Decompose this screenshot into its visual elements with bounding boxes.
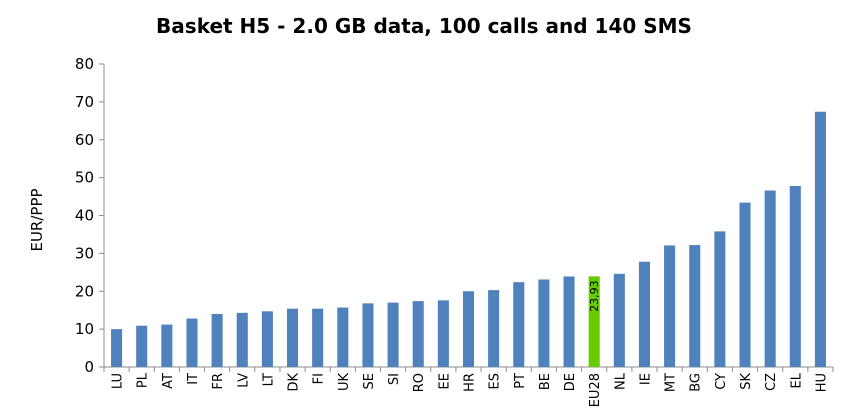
- y-tick-label: 10: [75, 320, 94, 338]
- x-tick-label: SK: [739, 373, 754, 390]
- x-tick-label: UK: [337, 373, 352, 392]
- x-tick-label: AT: [161, 373, 176, 389]
- bar-ro: [412, 301, 424, 367]
- x-tick-label: CY: [714, 373, 729, 390]
- x-tick-label: SI: [387, 373, 402, 385]
- bar-eu28: [588, 276, 600, 367]
- x-tick-label: DK: [287, 373, 302, 392]
- x-tick-label: HU: [814, 373, 829, 392]
- bar-fr: [211, 313, 223, 367]
- x-tick-label: CZ: [764, 373, 779, 391]
- y-axis-label: EUR/PPP: [28, 188, 46, 251]
- bar-es: [488, 290, 500, 367]
- x-tick-label: IT: [186, 373, 201, 385]
- y-tick-label: 20: [75, 282, 94, 300]
- bar-be: [538, 279, 550, 367]
- bar-at: [161, 324, 173, 367]
- x-tick-label: SE: [362, 373, 377, 389]
- bar-lt: [261, 311, 273, 367]
- bar-hr: [462, 291, 475, 367]
- x-tick-label: EE: [437, 373, 452, 389]
- x-tick-label: LT: [261, 373, 276, 386]
- x-tick-label: PL: [136, 372, 151, 388]
- x-tick-label: EL: [789, 372, 804, 388]
- bar-hu: [814, 111, 826, 367]
- x-tick-label: BG: [689, 373, 704, 392]
- y-tick-label: 40: [75, 207, 94, 225]
- x-tick-label: HR: [463, 373, 478, 392]
- bar-sk: [739, 202, 751, 367]
- x-tick-label: RO: [412, 373, 427, 392]
- bar-mt: [664, 245, 676, 367]
- x-tick-label: EU28: [588, 373, 603, 407]
- y-tick-label: 0: [84, 358, 94, 376]
- y-tick-label: 50: [75, 169, 94, 187]
- data-label: 23,93: [588, 280, 601, 312]
- x-tick-label: BE: [538, 373, 553, 390]
- x-tick-label: ES: [488, 373, 503, 389]
- y-tick-label: 30: [75, 244, 94, 262]
- y-tick-label: 70: [75, 93, 94, 111]
- bar-se: [362, 303, 374, 367]
- x-tick-label: MT: [664, 373, 679, 392]
- chart-title: Basket H5 - 2.0 GB data, 100 calls and 1…: [156, 14, 692, 38]
- bar-lu: [111, 329, 123, 367]
- x-tick-labels: LU PL AT IT FR LV LT DK FI UK SE SI RO EE HR ES PT BE DE EU…: [111, 372, 830, 407]
- x-tick-label: IE: [638, 373, 653, 385]
- x-tick-label: LU: [111, 373, 126, 389]
- bar-it: [186, 318, 198, 367]
- x-tick-label: LV: [236, 373, 251, 388]
- y-tick-label: 80: [75, 55, 94, 73]
- x-tick-label: DE: [563, 373, 578, 391]
- bar-ie: [638, 261, 650, 367]
- bar-lv: [236, 312, 248, 367]
- x-tick-label: NL: [613, 372, 628, 390]
- bar-bg: [689, 245, 701, 367]
- chart-bars: 23,93: [111, 111, 826, 367]
- bar-el: [789, 185, 801, 367]
- x-tick-label: FR: [211, 373, 226, 390]
- bar-si: [387, 302, 399, 367]
- bar-fi: [312, 308, 324, 367]
- bar-ee: [437, 300, 449, 367]
- bar-cz: [764, 190, 776, 367]
- x-tick-label: FI: [312, 373, 327, 384]
- bar-pt: [513, 282, 525, 367]
- bar-cy: [714, 231, 726, 367]
- bar-dk: [287, 308, 299, 367]
- y-tick-label: 60: [75, 131, 94, 149]
- x-tick-label: PT: [513, 373, 528, 389]
- bar-de: [563, 276, 575, 367]
- bar-pl: [136, 325, 148, 367]
- bar-nl: [613, 273, 625, 367]
- bar-uk: [337, 307, 349, 367]
- y-tick-labels: 0 10 20 30 40 50 60 70 80: [75, 55, 94, 376]
